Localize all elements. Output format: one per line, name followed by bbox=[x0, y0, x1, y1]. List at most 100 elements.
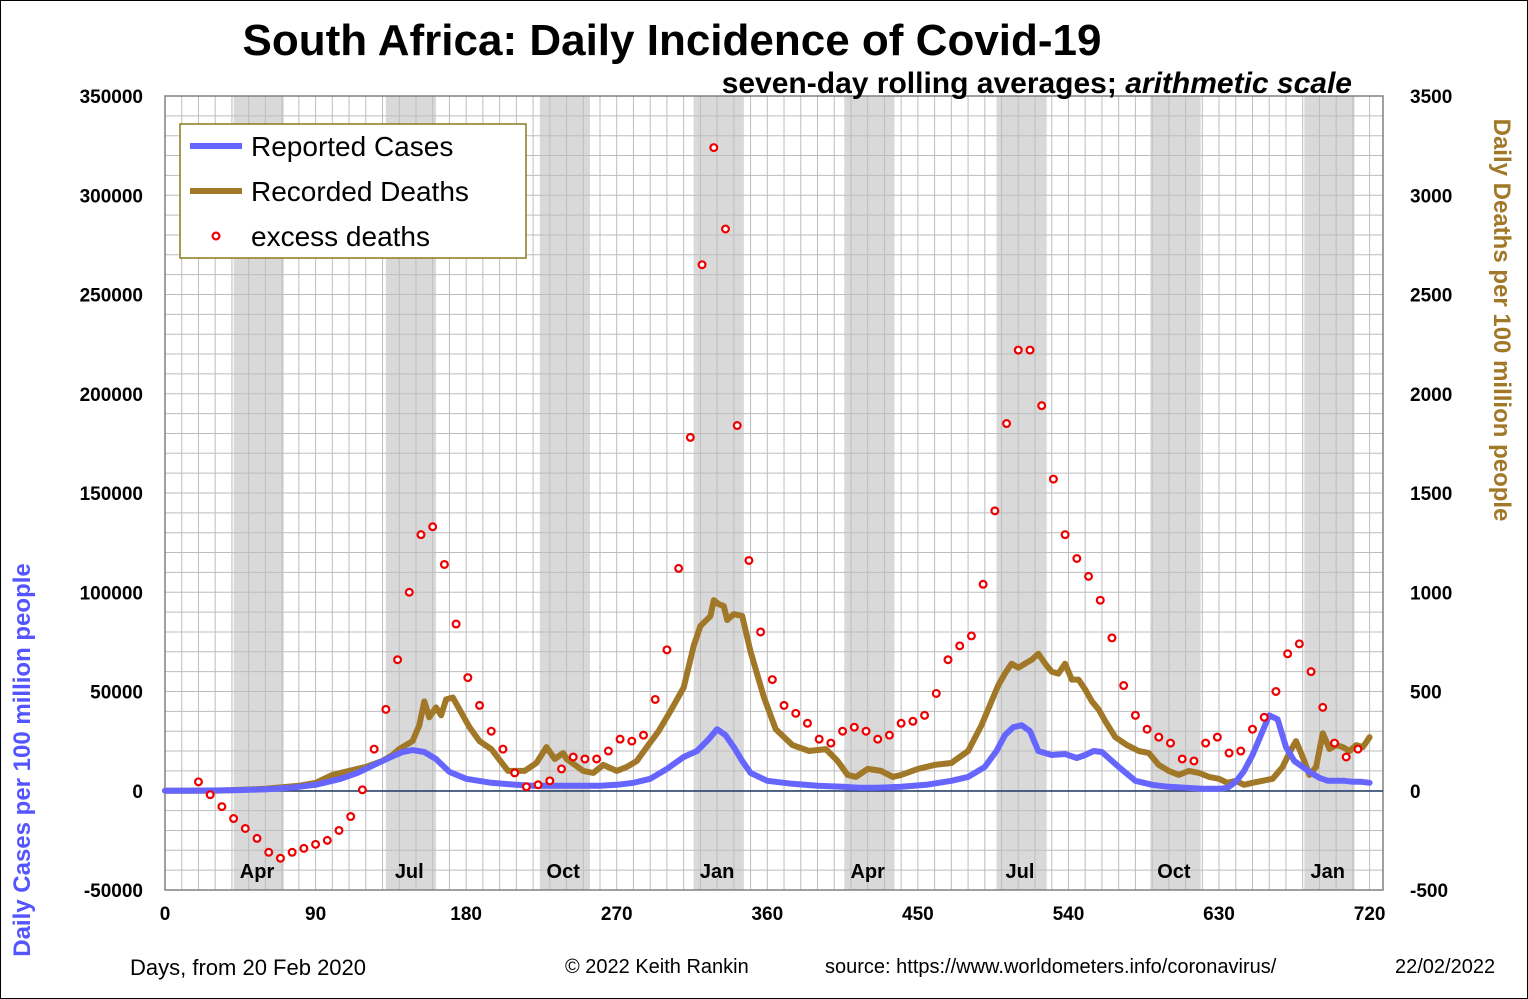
excess-death-point bbox=[756, 627, 766, 637]
excess-death-point bbox=[802, 718, 812, 728]
excess-death-point bbox=[861, 726, 871, 736]
x-tick-label: 180 bbox=[450, 904, 482, 925]
excess-death-point bbox=[1318, 702, 1328, 712]
excess-death-point bbox=[1013, 345, 1023, 355]
left-tick-label: 50000 bbox=[90, 683, 143, 704]
excess-death-point bbox=[275, 853, 285, 863]
x-tick-label: 720 bbox=[1354, 904, 1386, 925]
excess-death-point bbox=[1048, 474, 1058, 484]
right-tick-label: 500 bbox=[1410, 683, 1442, 704]
excess-death-point bbox=[322, 835, 332, 845]
excess-death-point bbox=[685, 432, 695, 442]
excess-death-point bbox=[1107, 633, 1117, 643]
legend: Reported Cases Recorded Deaths excess de… bbox=[179, 123, 527, 259]
footer-source: source: https://www.worldometers.info/co… bbox=[825, 956, 1277, 978]
excess-death-point bbox=[627, 736, 637, 746]
chart-subtitle: seven-day rolling averages; arithmetic s… bbox=[722, 67, 1352, 100]
excess-death-point bbox=[393, 655, 403, 665]
excess-death-point bbox=[1084, 571, 1094, 581]
excess-death-point bbox=[1130, 710, 1140, 720]
excess-death-point bbox=[791, 708, 801, 718]
excess-death-point bbox=[1037, 401, 1047, 411]
month-label: Apr bbox=[240, 861, 275, 883]
excess-death-point bbox=[334, 825, 344, 835]
excess-death-point bbox=[1341, 752, 1351, 762]
excess-death-point bbox=[416, 530, 426, 540]
excess-death-point bbox=[1236, 746, 1246, 756]
excess-death-point bbox=[908, 716, 918, 726]
excess-death-point bbox=[1306, 667, 1316, 677]
subtitle-italic: arithmetic scale bbox=[1125, 67, 1352, 100]
excess-death-point bbox=[439, 559, 449, 569]
x-tick-label: 540 bbox=[1053, 904, 1085, 925]
excess-death-point bbox=[1177, 754, 1187, 764]
x-tick-label: 450 bbox=[902, 904, 934, 925]
excess-death-point bbox=[252, 833, 262, 843]
legend-label-excess: excess deaths bbox=[251, 221, 430, 252]
excess-death-point bbox=[381, 704, 391, 714]
excess-death-point bbox=[1142, 724, 1152, 734]
excess-death-point bbox=[943, 655, 953, 665]
excess-death-point bbox=[451, 619, 461, 629]
left-tick-label: 250000 bbox=[80, 286, 143, 307]
chart-title: South Africa: Daily Incidence of Covid-1… bbox=[243, 16, 1102, 65]
month-label: Jan bbox=[700, 861, 734, 883]
left-tick-label: 0 bbox=[132, 782, 143, 803]
right-tick-label: 2000 bbox=[1410, 385, 1452, 406]
excess-death-point bbox=[521, 782, 531, 792]
excess-death-point bbox=[287, 847, 297, 857]
month-label: Jul bbox=[395, 861, 424, 883]
excess-death-point bbox=[849, 722, 859, 732]
excess-death-point bbox=[1329, 738, 1339, 748]
excess-death-point bbox=[1271, 686, 1281, 696]
excess-death-point bbox=[510, 768, 520, 778]
excess-death-point bbox=[580, 754, 590, 764]
excess-death-point bbox=[568, 752, 578, 762]
right-tick-label: 1500 bbox=[1410, 484, 1452, 505]
month-label: Oct bbox=[1157, 861, 1191, 883]
subtitle-plain: seven-day rolling averages; bbox=[722, 67, 1126, 100]
legend-label-deaths: Recorded Deaths bbox=[251, 176, 469, 207]
footer-copyright: © 2022 Keith Rankin bbox=[565, 956, 749, 978]
excess-death-point bbox=[603, 746, 613, 756]
excess-death-point bbox=[662, 645, 672, 655]
excess-death-point bbox=[920, 710, 930, 720]
left-tick-label: 100000 bbox=[80, 583, 143, 604]
excess-death-point bbox=[709, 143, 719, 153]
excess-death-point bbox=[240, 823, 250, 833]
excess-death-point bbox=[966, 631, 976, 641]
left-axis-label: Daily Cases per 100 million people bbox=[9, 563, 36, 957]
excess-death-point bbox=[1212, 732, 1222, 742]
series-reported-cases bbox=[162, 712, 1373, 794]
excess-death-point bbox=[1095, 595, 1105, 605]
right-axis-label: Daily Deaths per 100 million people bbox=[1488, 119, 1515, 522]
excess-death-point bbox=[299, 843, 309, 853]
excess-death-point bbox=[217, 802, 227, 812]
excess-death-point bbox=[931, 688, 941, 698]
excess-death-point bbox=[193, 777, 203, 787]
excess-death-point bbox=[1119, 681, 1129, 691]
excess-death-point bbox=[814, 734, 824, 744]
excess-death-point bbox=[463, 673, 473, 683]
excess-death-point bbox=[369, 744, 379, 754]
excess-death-point bbox=[638, 730, 648, 740]
excess-death-point bbox=[1060, 530, 1070, 540]
excess-death-point bbox=[978, 579, 988, 589]
excess-death-point bbox=[205, 790, 215, 800]
excess-death-point bbox=[1154, 732, 1164, 742]
excess-death-point bbox=[1294, 639, 1304, 649]
legend-marker-excess bbox=[211, 231, 221, 241]
excess-death-point bbox=[955, 641, 965, 651]
excess-death-point bbox=[744, 555, 754, 565]
excess-death-point bbox=[779, 700, 789, 710]
excess-death-point bbox=[896, 718, 906, 728]
excess-death-point bbox=[229, 814, 239, 824]
x-tick-label: 90 bbox=[305, 904, 326, 925]
excess-death-point bbox=[1224, 748, 1234, 758]
x-axis-label: Days, from 20 Feb 2020 bbox=[130, 955, 366, 980]
excess-death-point bbox=[1283, 649, 1293, 659]
series-recorded-deaths bbox=[162, 597, 1373, 794]
excess-death-point bbox=[873, 734, 883, 744]
excess-death-point bbox=[1353, 744, 1363, 754]
